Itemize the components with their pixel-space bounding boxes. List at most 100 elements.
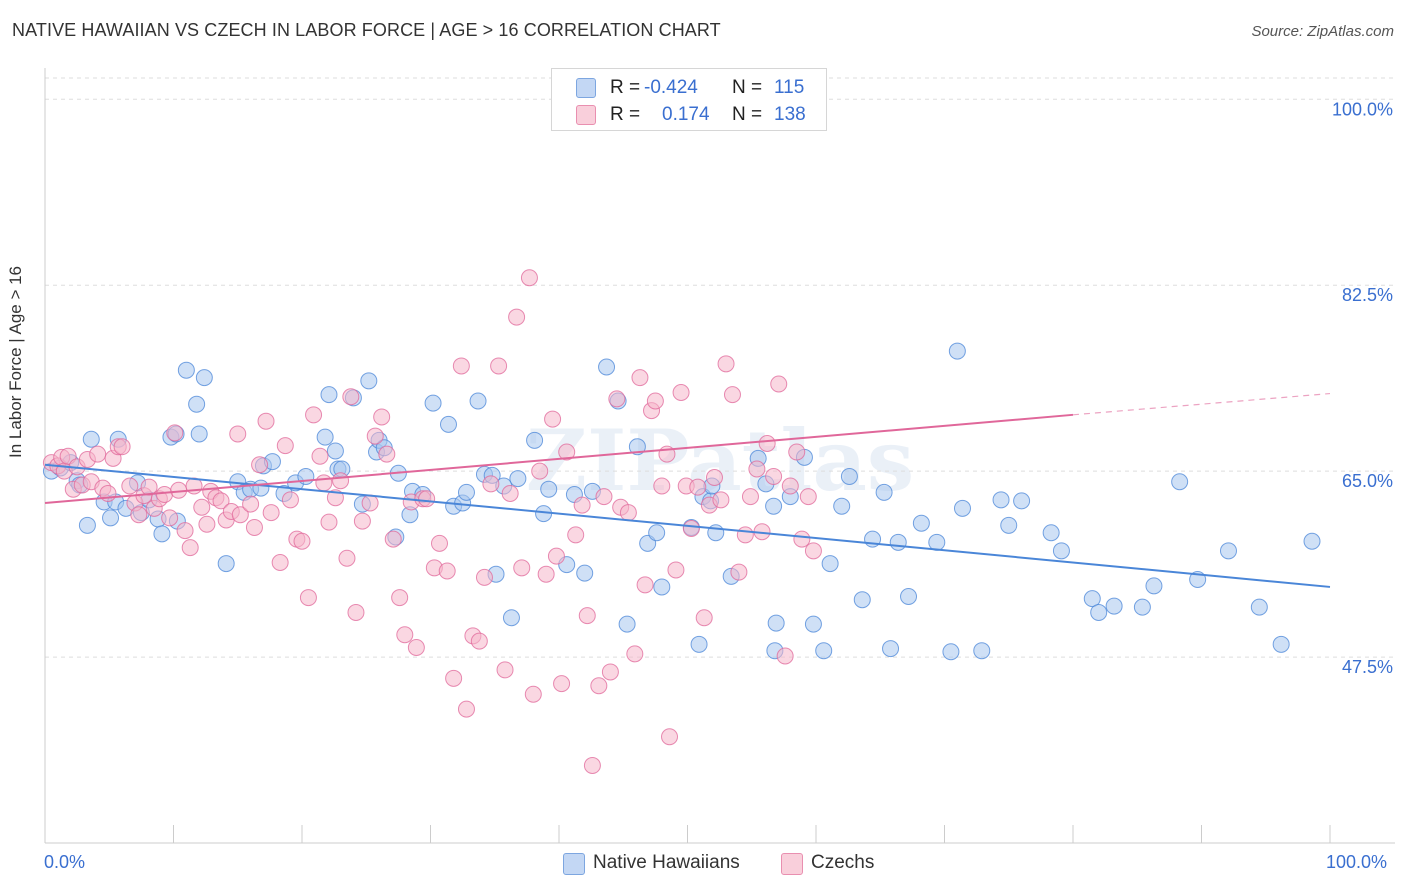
data-point	[853, 591, 871, 609]
data-point	[682, 520, 700, 537]
data-point	[661, 728, 679, 746]
data-point	[418, 490, 436, 508]
data-point	[765, 497, 783, 515]
data-point	[815, 642, 833, 660]
data-point	[723, 386, 741, 404]
data-point	[758, 435, 776, 452]
data-point	[689, 478, 707, 496]
data-point	[631, 369, 649, 387]
data-point	[490, 357, 508, 375]
data-point	[342, 388, 360, 406]
legend-swatch-blue	[576, 78, 596, 98]
data-point	[741, 488, 759, 506]
source-label: Source: ZipAtlas.com	[1251, 23, 1394, 40]
data-point	[793, 530, 811, 548]
data-point	[567, 526, 585, 544]
data-point	[1052, 542, 1070, 560]
data-point	[508, 308, 526, 326]
data-point	[457, 700, 475, 718]
r-value: 0.174	[662, 104, 710, 125]
data-point	[262, 504, 280, 522]
data-point	[1013, 492, 1031, 510]
data-point	[121, 477, 139, 495]
data-point	[89, 445, 107, 463]
data-point	[840, 467, 858, 485]
data-point	[509, 470, 527, 488]
legend-label: Czechs	[811, 852, 875, 873]
chart-title: NATIVE HAWAIIAN VS CZECH IN LABOR FORCE …	[12, 20, 721, 40]
data-point	[590, 677, 608, 695]
data-point	[177, 361, 195, 379]
data-point	[948, 342, 966, 360]
legend-swatch-pink	[781, 853, 803, 875]
data-point	[257, 412, 275, 430]
data-point	[653, 477, 671, 495]
data-point	[598, 358, 616, 376]
data-point	[531, 462, 549, 480]
data-point	[195, 369, 213, 387]
data-point	[320, 386, 338, 404]
data-point	[799, 488, 817, 506]
data-point	[445, 669, 463, 687]
n-value: 138	[774, 104, 806, 125]
data-point	[547, 547, 565, 565]
data-point	[912, 514, 930, 532]
data-point	[544, 410, 562, 428]
data-point	[900, 588, 918, 605]
data-point	[648, 524, 666, 542]
correlation-legend: R = -0.424 N = 115 R = 0.174 N = 138	[551, 68, 827, 131]
data-point	[524, 685, 542, 703]
y-tick-label: 100.0%	[1332, 99, 1393, 119]
data-point	[748, 460, 766, 478]
data-point	[439, 415, 457, 433]
data-point	[469, 392, 487, 410]
y-tick-label: 65.0%	[1342, 471, 1393, 491]
data-point	[212, 492, 230, 510]
data-point	[305, 406, 323, 424]
data-point	[626, 645, 644, 663]
x-tick-right: 100.0%	[1326, 852, 1388, 872]
data-point	[513, 559, 531, 577]
data-point	[82, 430, 100, 448]
data-point	[1219, 542, 1237, 560]
y-tick-label: 47.5%	[1342, 657, 1393, 677]
data-point	[776, 647, 794, 665]
data-point	[628, 438, 646, 456]
data-point	[1090, 603, 1108, 621]
legend-swatch-blue	[563, 853, 585, 875]
data-point	[553, 675, 571, 693]
data-point	[1000, 516, 1018, 534]
data-point	[181, 539, 199, 557]
data-point	[384, 530, 402, 548]
data-point	[338, 549, 356, 567]
data-point	[378, 445, 396, 463]
data-point	[176, 522, 194, 540]
data-point	[712, 491, 730, 509]
data-point	[889, 533, 907, 551]
data-point	[765, 467, 783, 485]
data-point	[424, 394, 442, 412]
data-point	[804, 615, 822, 633]
data-point	[360, 372, 378, 390]
data-point	[193, 498, 211, 516]
data-point	[767, 614, 785, 632]
data-point	[736, 526, 754, 544]
data-point	[705, 469, 723, 486]
data-point	[229, 425, 247, 443]
data-point	[316, 428, 334, 446]
n-label: N =	[732, 104, 763, 125]
data-point	[245, 518, 263, 536]
data-point	[407, 639, 425, 656]
legend-label: Native Hawaiians	[593, 852, 740, 873]
data-point	[788, 443, 806, 461]
data-point	[293, 532, 311, 550]
data-point	[102, 509, 120, 527]
data-point	[1303, 532, 1321, 550]
data-point	[573, 496, 591, 514]
data-point	[391, 589, 409, 607]
data-point	[347, 603, 365, 621]
data-point	[475, 568, 493, 586]
data-point	[770, 375, 788, 393]
data-point	[636, 576, 654, 594]
